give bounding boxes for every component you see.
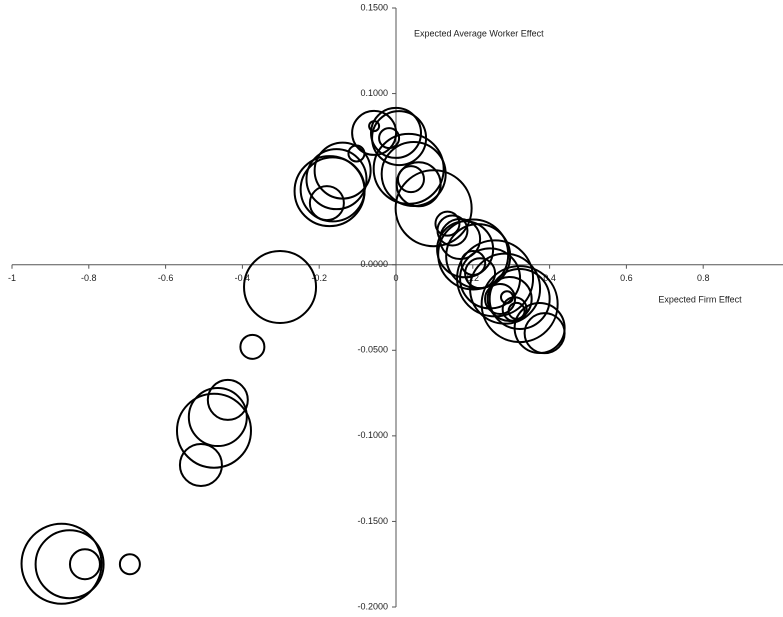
bubble xyxy=(305,148,368,211)
x-tick-label: -0.2 xyxy=(311,273,327,283)
bubble xyxy=(434,210,461,237)
bubble xyxy=(20,522,103,605)
bubble xyxy=(469,252,542,325)
x-tick-label: -0.8 xyxy=(81,273,97,283)
bubble xyxy=(118,553,141,576)
bubble xyxy=(394,169,473,248)
bubble xyxy=(175,392,252,469)
bubble xyxy=(395,161,442,208)
bubble xyxy=(480,265,559,344)
x-axis-label: Expected Firm Effect xyxy=(658,294,742,304)
y-tick-label: -0.0500 xyxy=(357,345,388,355)
y-tick-label: 0.1000 xyxy=(360,88,388,98)
bubble xyxy=(523,312,566,355)
bubble xyxy=(206,378,249,421)
y-tick-label: -0.2000 xyxy=(357,601,388,611)
bubble xyxy=(351,109,398,156)
x-tick-label: 0.8 xyxy=(697,273,710,283)
bubble xyxy=(378,127,401,150)
bubble xyxy=(488,267,551,330)
bubble xyxy=(464,257,497,290)
x-tick-label: 0.2 xyxy=(467,273,480,283)
y-tick-label: 0.0000 xyxy=(360,259,388,269)
bubble xyxy=(34,529,105,600)
y-axis-label: Expected Average Worker Effect xyxy=(414,28,544,38)
x-tick-label: -0.4 xyxy=(235,273,251,283)
bubble xyxy=(187,387,248,448)
bubble xyxy=(239,333,266,360)
bubble xyxy=(308,185,345,222)
bubble xyxy=(178,442,223,487)
bubble xyxy=(299,156,366,223)
x-tick-label: -0.6 xyxy=(158,273,174,283)
bubble xyxy=(439,218,482,261)
x-tick-label: 0.6 xyxy=(620,273,633,283)
y-tick-label: 0.1500 xyxy=(360,2,388,12)
x-tick-label: -1 xyxy=(8,273,16,283)
bubble xyxy=(68,548,101,581)
x-tick-label: 0.4 xyxy=(543,273,556,283)
bubble xyxy=(484,282,517,315)
y-tick-label: -0.1000 xyxy=(357,430,388,440)
bubble xyxy=(370,106,422,159)
x-tick-label: 0 xyxy=(393,273,398,283)
bubble xyxy=(436,214,469,247)
y-tick-label: -0.1500 xyxy=(357,516,388,526)
bubble xyxy=(243,249,318,324)
